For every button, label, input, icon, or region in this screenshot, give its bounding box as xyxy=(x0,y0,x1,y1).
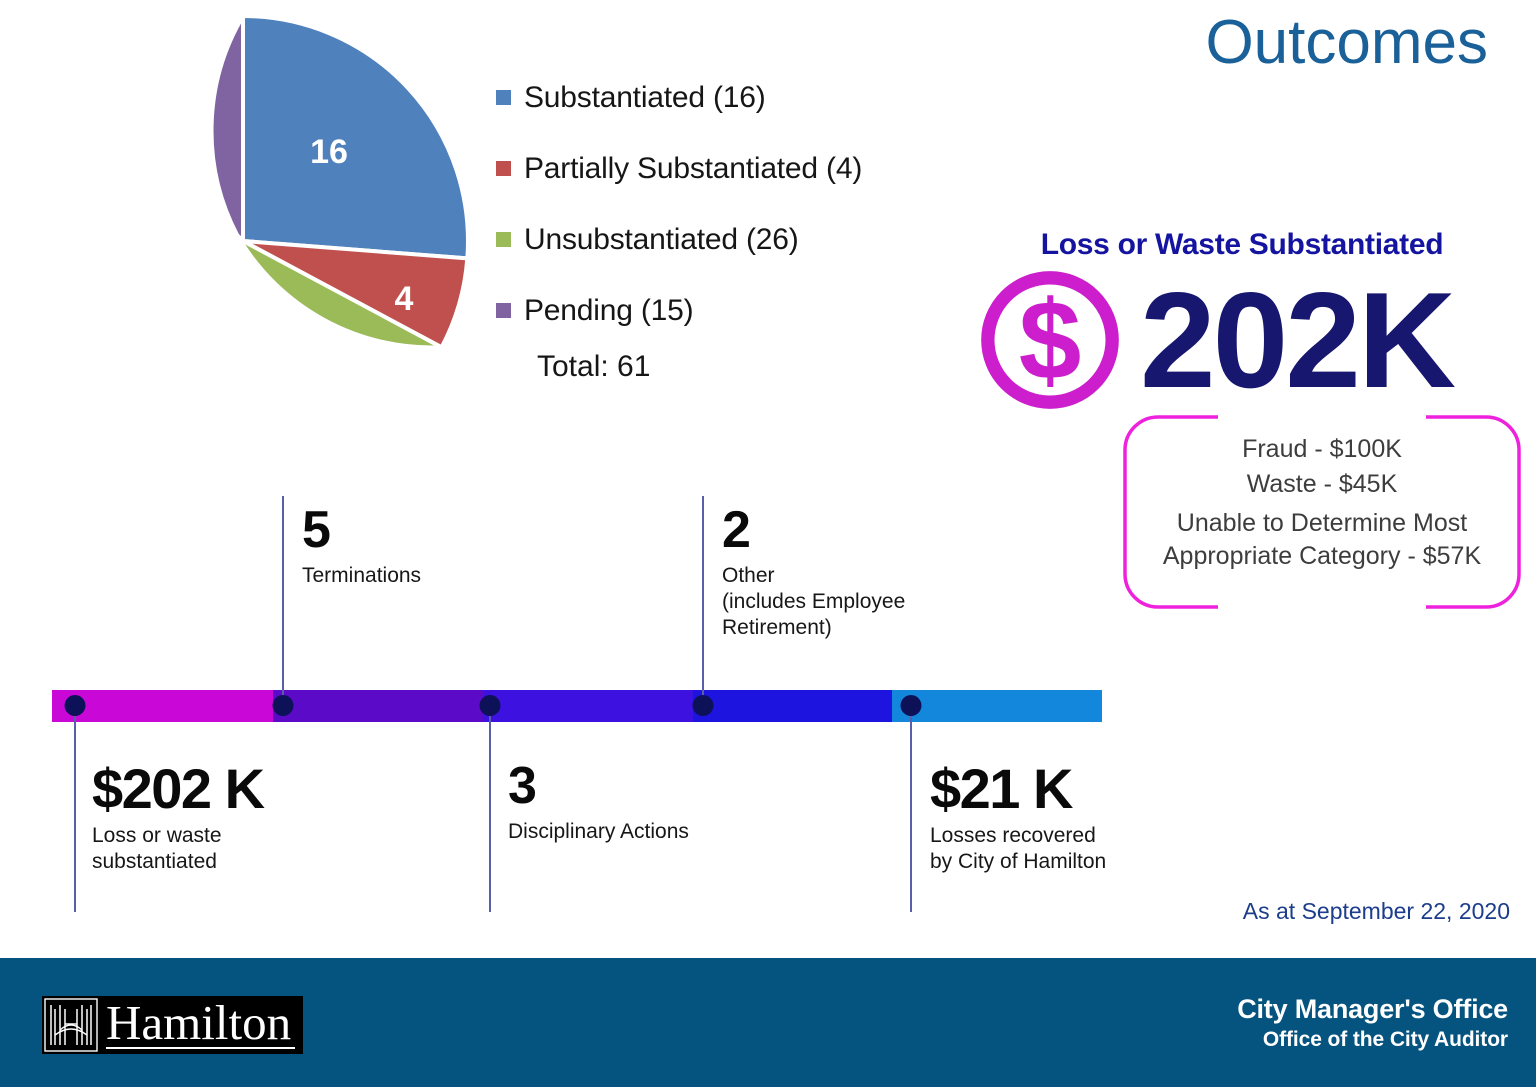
timeline-item-number: $202 K xyxy=(92,757,265,820)
pie-chart-svg: 16 4 26 15 xyxy=(133,8,470,366)
legend-item-label: Partially Substantiated (4) xyxy=(524,151,863,185)
legend-swatch-icon xyxy=(496,232,511,247)
outcomes-timeline: 5 Terminations 2 Other (includes Employe… xyxy=(0,480,1536,920)
timeline-item-caption-line-2: substantiated xyxy=(92,850,217,874)
timeline-bar xyxy=(52,690,1102,722)
timeline-item-losses-recovered: $21 K Losses recovered by City of Hamilt… xyxy=(930,760,1210,875)
timeline-item-caption-line-1: Loss or waste xyxy=(92,824,222,848)
pie-slice-unsubstantiated xyxy=(235,233,449,350)
timeline-item-caption: Loss or waste substantiated xyxy=(92,823,372,875)
timeline-bar-segment-4 xyxy=(692,690,892,722)
timeline-item-caption-line-2: (includes Employee xyxy=(722,590,906,614)
hamilton-wordmark: Hamilton xyxy=(100,994,304,1054)
legend-item-label: Unsubstantiated (26) xyxy=(524,222,799,256)
breakdown-line-waste: Waste - $45K xyxy=(1246,469,1398,498)
timeline-item-caption-line-3: Retirement) xyxy=(722,616,832,640)
timeline-dot-2 xyxy=(272,695,294,716)
legend-item-label: Pending (15) xyxy=(524,293,694,327)
hamilton-underline xyxy=(106,1047,296,1049)
bracket-outline-icon xyxy=(1123,415,1521,609)
timeline-item-other: 2 Other (includes Employee Retirement) xyxy=(722,501,982,641)
timeline-item-number: $21 K xyxy=(930,757,1073,820)
breakdown-lines: Fraud - $100K Waste - $45K Unable to Det… xyxy=(1122,414,1522,573)
pie-slice-value-pending: 15 xyxy=(133,131,171,169)
loss-figure-row: $ 202K xyxy=(962,266,1522,414)
timeline-stem-3 xyxy=(489,706,491,912)
loss-amount: 202K xyxy=(1140,263,1456,416)
breakdown-line-undetermined-a: Unable to Determine Most xyxy=(1176,509,1468,537)
timeline-item-disciplinary-actions: 3 Disciplinary Actions xyxy=(508,757,768,845)
loss-panel-heading: Loss or Waste Substantiated xyxy=(1040,228,1444,261)
timeline-item-caption-line-1: Other xyxy=(722,564,775,588)
footer-office-subtitle: Office of the City Auditor xyxy=(1262,1028,1508,1051)
timeline-stem-5 xyxy=(910,706,912,912)
timeline-dot-5 xyxy=(900,695,922,716)
timeline-stem-4 xyxy=(702,496,704,700)
timeline-item-caption-line-2: by City of Hamilton xyxy=(930,850,1107,874)
breakdown-line-fraud: Fraud - $100K xyxy=(1242,435,1402,463)
timeline-dot-1 xyxy=(64,695,86,716)
legend-item-label: Substantiated (16) xyxy=(524,80,766,114)
pie-slice-pending xyxy=(209,8,245,246)
legend-total: Total: 61 xyxy=(537,350,651,383)
svg-text:$: $ xyxy=(1019,276,1082,402)
timeline-bar-segment-1 xyxy=(52,690,273,722)
footer-office-title: City Manager's Office xyxy=(1237,994,1508,1024)
hamilton-wordmark-text: Hamilton xyxy=(106,994,292,1050)
timeline-item-caption-line-1: Losses recovered xyxy=(930,824,1096,848)
hamilton-bridge-icon-svg xyxy=(44,998,98,1052)
breakdown-line-undetermined-b: Appropriate Category - $57K xyxy=(1162,541,1482,570)
timeline-item-number: 5 xyxy=(302,501,331,559)
legend-item-partially-substantiated: Partially Substantiated (4) xyxy=(496,133,966,204)
timeline-stem-2 xyxy=(282,496,284,700)
timeline-item-number: 2 xyxy=(722,501,751,559)
pie-slice-value-substantiated: 16 xyxy=(310,133,348,171)
timeline-item-terminations: 5 Terminations xyxy=(302,501,502,589)
pie-chart-legend: Substantiated (16) Partially Substantiat… xyxy=(496,62,966,384)
legend-swatch-icon xyxy=(496,90,511,105)
hamilton-bridge-icon xyxy=(42,996,100,1054)
as-at-date: As at September 22, 2020 xyxy=(1242,898,1510,924)
pie-slice-substantiated xyxy=(241,13,470,261)
timeline-bar-segment-2 xyxy=(272,690,483,722)
legend-item-substantiated: Substantiated (16) xyxy=(496,62,966,133)
timeline-item-caption: Losses recovered by City of Hamilton xyxy=(930,823,1210,875)
timeline-dot-4 xyxy=(692,695,714,716)
pie-slice-value-partially-substantiated: 4 xyxy=(395,280,414,318)
timeline-bar-segment-3 xyxy=(482,690,693,722)
timeline-item-caption: Other (includes Employee Retirement) xyxy=(722,563,982,641)
legend-item-pending: Pending (15) xyxy=(496,275,966,346)
pie-slice-value-unsubstantiated: 26 xyxy=(183,328,221,366)
legend-swatch-icon xyxy=(496,303,511,318)
footer-office-block: City Manager's Office Office of the City… xyxy=(1237,994,1508,1052)
legend-swatch-icon xyxy=(496,161,511,176)
timeline-item-loss-substantiated: $202 K Loss or waste substantiated xyxy=(92,760,372,875)
legend-item-unsubstantiated: Unsubstantiated (26) xyxy=(496,204,966,275)
timeline-item-caption: Disciplinary Actions xyxy=(508,820,689,844)
dollar-circle-icon: $ xyxy=(981,271,1119,409)
pie-chart: 16 4 26 15 xyxy=(8,6,478,476)
page-title: Outcomes xyxy=(1205,8,1488,77)
loss-or-waste-panel: Loss or Waste Substantiated $ 202K xyxy=(962,228,1522,414)
timeline-item-caption: Terminations xyxy=(302,564,422,588)
loss-breakdown-box: Fraud - $100K Waste - $45K Unable to Det… xyxy=(1122,414,1522,610)
hamilton-logo: Hamilton xyxy=(42,994,304,1054)
footer-bar: Hamilton City Manager's Office Office of… xyxy=(0,958,1536,1087)
timeline-stem-1 xyxy=(74,706,76,912)
timeline-bar-segment-5 xyxy=(892,690,1102,722)
timeline-dot-3 xyxy=(479,695,501,716)
timeline-item-number: 3 xyxy=(508,757,537,815)
